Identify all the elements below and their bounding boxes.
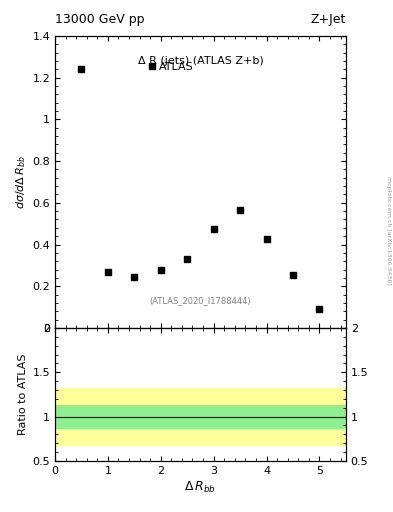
Legend: ATLAS: ATLAS [148,62,194,72]
Text: Δ R (jets) (ATLAS Z+b): Δ R (jets) (ATLAS Z+b) [138,56,263,66]
ATLAS [185,256,189,262]
ATLAS [132,274,137,280]
ATLAS [158,266,163,272]
ATLAS [264,236,269,242]
Text: Z+Jet: Z+Jet [310,13,346,26]
ATLAS [211,226,216,232]
X-axis label: $\Delta\,R_{bb}$: $\Delta\,R_{bb}$ [184,480,217,495]
ATLAS [106,269,110,275]
ATLAS [290,272,295,278]
ATLAS [238,207,242,213]
Bar [55,405,346,428]
Line: ATLAS: ATLAS [78,66,323,313]
Y-axis label: Ratio to ATLAS: Ratio to ATLAS [18,354,28,435]
Y-axis label: $d\sigma/d\Delta\,R_{bb}$: $d\sigma/d\Delta\,R_{bb}$ [15,155,28,209]
ATLAS [79,66,84,72]
Bar [55,388,346,445]
Text: 13000 GeV pp: 13000 GeV pp [55,13,145,26]
Text: mcplots.cern.ch [arXiv:1306.3436]: mcplots.cern.ch [arXiv:1306.3436] [386,176,391,285]
ATLAS [317,306,322,312]
Text: (ATLAS_2020_I1788444): (ATLAS_2020_I1788444) [150,295,251,305]
